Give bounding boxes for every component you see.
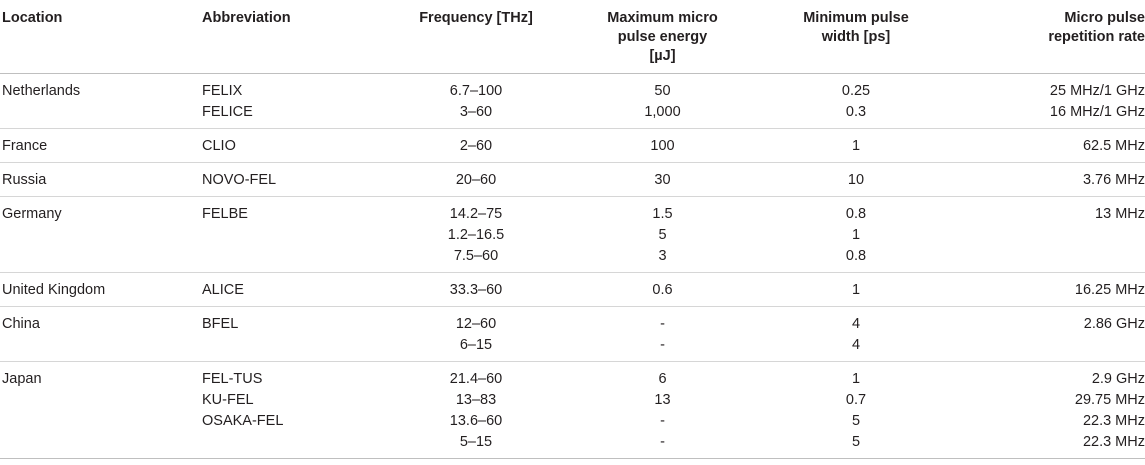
table-row: Germany FELBE 14.2–75 1.2–16.5 7.5–60 1.5 5 3 0.… [0, 196, 1145, 273]
table-body: Netherlands FELIX FELICE 6.7–100 3–60 50 1,000… [0, 73, 1145, 459]
cell-abbreviation: ALICE [200, 272, 390, 307]
cell-abbreviation: FELIX FELICE [200, 73, 390, 129]
cell-energy: 100 [562, 128, 763, 163]
cell-abbreviation: BFEL [200, 306, 390, 362]
header-row: Location Abbreviation Frequency [THz] Ma… [0, 0, 1145, 74]
cell-pulse-width: 0.25 0.3 [763, 73, 949, 129]
cell-location: United Kingdom [0, 272, 200, 307]
cell-pulse-width: 10 [763, 162, 949, 197]
cell-pulse-width: 1 [763, 272, 949, 307]
header-frequency: Frequency [THz] [390, 0, 562, 74]
cell-energy: -- [562, 306, 763, 362]
table-row: Russia NOVO-FEL 20–60 30 10 3.76 MHz [0, 162, 1145, 197]
cell-rep-rate: 25 MHz/1 GHz 16 MHz/1 GHz [949, 73, 1145, 129]
table-row: China BFEL 12–60 6–15- -4 4 2.86 GHz [0, 306, 1145, 362]
cell-energy: 0.6 [562, 272, 763, 307]
header-pulse-width: Minimum pulse width [ps] [763, 0, 949, 74]
cell-rep-rate: 2.86 GHz [949, 306, 1145, 362]
cell-frequency: 14.2–75 1.2–16.5 7.5–60 [390, 196, 562, 273]
cell-frequency: 20–60 [390, 162, 562, 197]
cell-abbreviation: CLIO [200, 128, 390, 163]
cell-pulse-width: 1 0.7 5 5 [763, 361, 949, 459]
cell-location: Netherlands [0, 73, 200, 129]
cell-abbreviation: FEL-TUS KU-FEL OSAKA-FEL [200, 361, 390, 459]
cell-energy: 6 13- - [562, 361, 763, 459]
cell-frequency: 6.7–100 3–60 [390, 73, 562, 129]
cell-energy: 1.5 5 3 [562, 196, 763, 273]
cell-rep-rate: 3.76 MHz [949, 162, 1145, 197]
header-rep-rate: Micro pulse repetition rate [949, 0, 1145, 74]
cell-pulse-width: 1 [763, 128, 949, 163]
cell-frequency: 2–60 [390, 128, 562, 163]
cell-location: China [0, 306, 200, 362]
header-energy: Maximum micro pulse energy [µJ] [562, 0, 763, 74]
cell-frequency: 21.4–60 13–83 13.6–60 5–15 [390, 361, 562, 459]
cell-abbreviation: NOVO-FEL [200, 162, 390, 197]
cell-frequency: 33.3–60 [390, 272, 562, 307]
cell-frequency: 12–60 6–15 [390, 306, 562, 362]
table-row: Japan FEL-TUS KU-FEL OSAKA-FEL 21.4–60 13–83… [0, 361, 1145, 459]
cell-energy: 50 1,000 [562, 73, 763, 129]
cell-location: Japan [0, 361, 200, 459]
header-location: Location [0, 0, 200, 74]
cell-pulse-width: 0.8 1 0.8 [763, 196, 949, 273]
cell-location: Russia [0, 162, 200, 197]
table-row: United Kingdom ALICE 33.3–60 0.6 1 16.25 MHz [0, 272, 1145, 307]
cell-location: France [0, 128, 200, 163]
cell-rep-rate: 13 MHz [949, 196, 1145, 273]
table-row: France CLIO 2–60 100 1 62.5 MHz [0, 128, 1145, 163]
table-row: Netherlands FELIX FELICE 6.7–100 3–60 50 1,000… [0, 73, 1145, 129]
cell-rep-rate: 62.5 MHz [949, 128, 1145, 163]
cell-location: Germany [0, 196, 200, 273]
cell-energy: 30 [562, 162, 763, 197]
cell-abbreviation: FELBE [200, 196, 390, 273]
cell-rep-rate: 2.9 GHz 29.75 MHz 22.3 MHz 22.3 MHz [949, 361, 1145, 459]
header-abbreviation: Abbreviation [200, 0, 390, 74]
cell-rep-rate: 16.25 MHz [949, 272, 1145, 307]
